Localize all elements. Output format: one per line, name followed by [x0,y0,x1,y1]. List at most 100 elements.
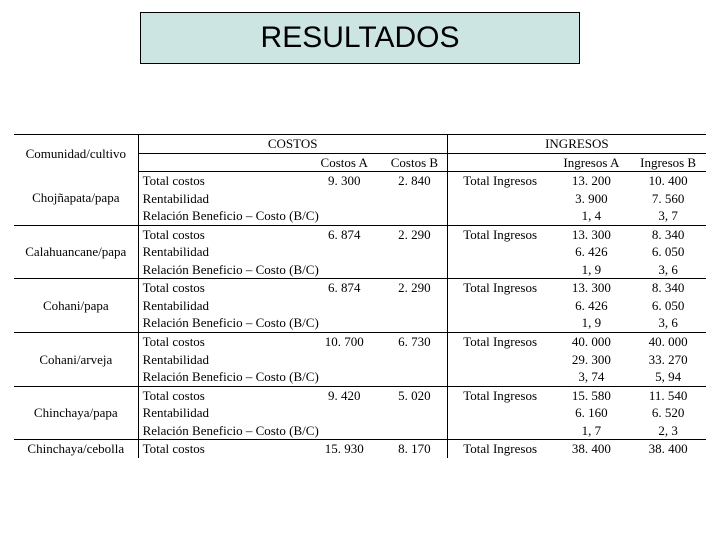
cell-r-b: 6. 050 [630,243,706,261]
cell-empty [447,314,552,332]
cell-empty [306,297,382,315]
row-label-relacion: Relación Beneficio – Costo (B/C) [138,261,382,279]
cell-empty [447,190,552,208]
cell-ti-a: 13. 300 [552,279,630,297]
community-name: Cohani/papa [14,279,138,333]
cell-r-b: 6. 050 [630,297,706,315]
cell-empty [447,243,552,261]
row-label-total-ingresos: Total Ingresos [447,172,552,190]
cell-r-a: 3. 900 [552,190,630,208]
table-row: Cohani/arvejaTotal costos10. 7006. 730To… [14,333,706,351]
cell-ti-b: 11. 540 [630,386,706,404]
cell-tc-b: 2. 290 [382,279,447,297]
results-table-wrap: Comunidad/cultivo COSTOS INGRESOS Costos… [14,134,706,458]
cell-tc-a: 6. 874 [306,279,382,297]
row-label-total-ingresos: Total Ingresos [447,440,552,458]
table-body: Chojñapata/papaTotal costos9. 3002. 840T… [14,172,706,458]
row-label-total-ingresos: Total Ingresos [447,279,552,297]
cell-r-a: 29. 300 [552,351,630,369]
row-label-rentabilidad: Rentabilidad [138,297,306,315]
cell-tc-b: 2. 840 [382,172,447,190]
row-label-total-ingresos: Total Ingresos [447,333,552,351]
cell-tc-a: 10. 700 [306,333,382,351]
cell-ti-a: 40. 000 [552,333,630,351]
cell-empty [447,422,552,440]
cell-bc-b: 2, 3 [630,422,706,440]
page-title: RESULTADOS [140,12,580,64]
row-label-total-ingresos: Total Ingresos [447,225,552,243]
cell-r-a: 6. 426 [552,297,630,315]
cell-r-a: 6. 160 [552,404,630,422]
row-label-relacion: Relación Beneficio – Costo (B/C) [138,314,382,332]
header-costos: COSTOS [138,135,447,154]
row-label-total-costos: Total costos [138,279,306,297]
row-label-rentabilidad: Rentabilidad [138,404,306,422]
header-blank2 [447,153,552,172]
cell-ti-b: 8. 340 [630,279,706,297]
cell-empty [382,368,447,386]
cell-bc-a: 1, 7 [552,422,630,440]
header-ingresos-a: Ingresos A [552,153,630,172]
header-blank [138,153,306,172]
cell-empty [447,368,552,386]
cell-empty [447,297,552,315]
header-ingresos: INGRESOS [447,135,706,154]
cell-empty [306,404,382,422]
row-label-rentabilidad: Rentabilidad [138,190,306,208]
row-label-total-ingresos: Total Ingresos [447,386,552,404]
cell-empty [447,261,552,279]
table-row: Cohani/papaTotal costos6. 8742. 290Total… [14,279,706,297]
community-name: Cohani/arveja [14,333,138,387]
table-row: Chinchaya/cebollaTotal costos15. 9308. 1… [14,440,706,458]
row-label-relacion: Relación Beneficio – Costo (B/C) [138,368,382,386]
header-costos-b: Costos B [382,153,447,172]
cell-empty [447,404,552,422]
cell-empty [382,190,447,208]
cell-tc-a: 9. 420 [306,386,382,404]
cell-empty [447,351,552,369]
cell-bc-a: 1, 9 [552,261,630,279]
cell-ti-b: 40. 000 [630,333,706,351]
cell-empty [382,422,447,440]
cell-bc-a: 1, 4 [552,207,630,225]
cell-bc-a: 3, 74 [552,368,630,386]
row-label-total-costos: Total costos [138,333,306,351]
cell-empty [447,207,552,225]
row-label-total-costos: Total costos [138,386,306,404]
cell-empty [306,190,382,208]
table-row: Chojñapata/papaTotal costos9. 3002. 840T… [14,172,706,190]
cell-ti-a: 38. 400 [552,440,630,458]
cell-tc-b: 6. 730 [382,333,447,351]
cell-r-b: 6. 520 [630,404,706,422]
community-name: Chinchaya/papa [14,386,138,440]
cell-empty [382,261,447,279]
cell-ti-b: 38. 400 [630,440,706,458]
community-name: Calahuancane/papa [14,225,138,279]
cell-ti-b: 10. 400 [630,172,706,190]
cell-ti-a: 13. 200 [552,172,630,190]
cell-empty [382,314,447,332]
cell-ti-a: 13. 300 [552,225,630,243]
header-community: Comunidad/cultivo [14,135,138,172]
cell-r-b: 33. 270 [630,351,706,369]
row-label-total-costos: Total costos [138,225,306,243]
header-row-1: Comunidad/cultivo COSTOS INGRESOS [14,135,706,154]
cell-ti-b: 8. 340 [630,225,706,243]
cell-bc-b: 3, 6 [630,314,706,332]
cell-ti-a: 15. 580 [552,386,630,404]
cell-empty [306,243,382,261]
row-label-relacion: Relación Beneficio – Costo (B/C) [138,422,382,440]
cell-r-b: 7. 560 [630,190,706,208]
cell-tc-a: 9. 300 [306,172,382,190]
cell-tc-b: 5. 020 [382,386,447,404]
cell-empty [306,351,382,369]
cell-empty [382,243,447,261]
community-name: Chinchaya/cebolla [14,440,138,458]
results-table: Comunidad/cultivo COSTOS INGRESOS Costos… [14,134,706,458]
cell-empty [382,207,447,225]
row-label-relacion: Relación Beneficio – Costo (B/C) [138,207,382,225]
row-label-total-costos: Total costos [138,172,306,190]
header-ingresos-b: Ingresos B [630,153,706,172]
cell-empty [382,404,447,422]
cell-r-a: 6. 426 [552,243,630,261]
